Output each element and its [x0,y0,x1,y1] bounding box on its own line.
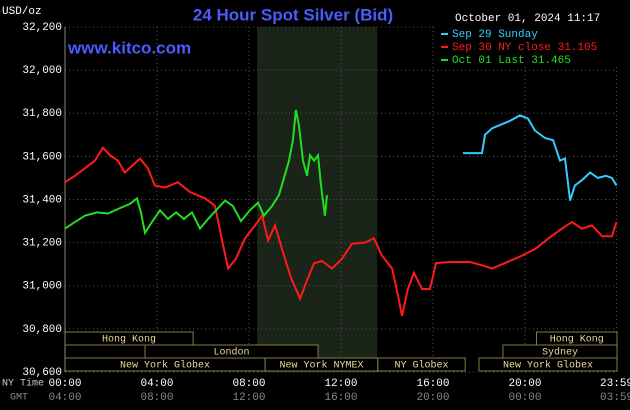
gmt-tick-label: 12:00 [232,392,265,404]
session-label: Hong Kong [102,335,156,346]
session-box [478,357,618,372]
x-tick-label: 16:00 [416,378,449,390]
source: www.kitco.com [67,38,191,57]
session-label: London [214,347,250,359]
gmt-tick-label: 08:00 [140,392,173,404]
x-label-gmt: GMT [10,393,28,404]
legend-label: Sep 30 NY close 31.105 [452,42,597,54]
x-tick-label: 08:00 [232,378,265,390]
x-tick-label: 12:00 [324,378,357,390]
legend-label: Sep 29 Sunday [452,29,538,41]
date: October 01, 2024 11:17 [455,13,600,25]
session-label: Hong Kong [550,335,604,346]
gmt-tick-label: 03:59 [600,392,630,404]
gmt-tick-label: 20:00 [416,392,449,404]
y-tick-label: 32,000 [22,65,62,77]
y-tick-label: 31,800 [22,108,62,120]
x-tick-label: 04:00 [140,378,173,390]
y-tick-label: 30,800 [22,324,62,336]
legend-box [437,26,627,66]
x-tick-label: 23:59 [600,378,630,390]
legend-label: Oct 01 Last 31.465 [452,55,571,67]
session-box [377,357,466,372]
y-tick-label: 31,200 [22,238,62,250]
session-label: New York Globex [120,360,210,372]
series-line [64,146,618,317]
x-tick-label: 00:00 [48,378,81,390]
y-tick-label: 30,600 [22,367,62,379]
y-tick-label: 31,000 [22,281,62,293]
gmt-tick-label: 16:00 [324,392,357,404]
y-unit: USD/oz [2,6,42,18]
series-line [462,114,618,201]
session-label: Sydney [542,347,578,359]
gmt-tick-label: 04:00 [48,392,81,404]
y-tick-label: 31,600 [22,151,62,163]
session-label: New York Globex [503,360,593,372]
x-label-ny: NY Time [2,378,44,390]
x-tick-label: 20:00 [508,378,541,390]
series-line [64,109,328,236]
session-label: New York NYMEX [279,360,363,372]
gmt-tick-label: 00:00 [508,392,541,404]
session-label: NY Globex [394,360,448,372]
y-tick-label: 31,400 [22,194,62,206]
chart-title: 24 Hour Spot Silver (Bid) [193,5,393,24]
y-tick-label: 32,200 [22,22,62,34]
